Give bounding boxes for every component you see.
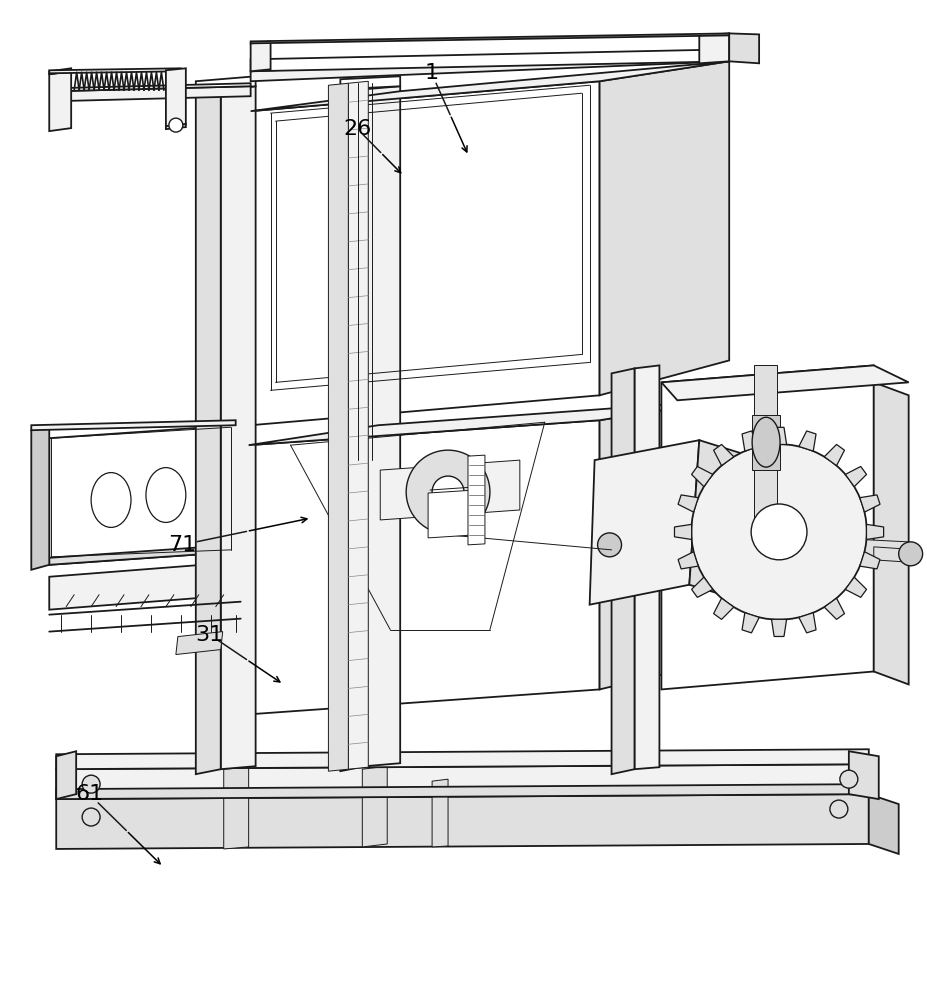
Polygon shape	[223, 767, 248, 849]
Polygon shape	[248, 420, 599, 714]
Polygon shape	[49, 425, 235, 565]
Polygon shape	[49, 71, 71, 131]
Text: 26: 26	[343, 119, 372, 139]
Polygon shape	[57, 784, 868, 799]
Polygon shape	[57, 86, 250, 101]
Polygon shape	[742, 613, 758, 633]
Polygon shape	[689, 440, 746, 600]
Polygon shape	[250, 49, 729, 71]
Polygon shape	[250, 41, 271, 71]
Polygon shape	[770, 619, 786, 636]
Circle shape	[406, 450, 489, 534]
Polygon shape	[49, 68, 71, 74]
Polygon shape	[798, 613, 815, 633]
Circle shape	[897, 542, 921, 566]
Polygon shape	[754, 365, 776, 532]
Polygon shape	[844, 466, 866, 487]
Polygon shape	[57, 764, 868, 824]
Polygon shape	[250, 81, 599, 425]
Polygon shape	[848, 751, 878, 799]
Polygon shape	[57, 749, 868, 769]
Polygon shape	[868, 794, 897, 854]
Polygon shape	[196, 76, 255, 91]
Polygon shape	[432, 779, 448, 847]
Text: 31: 31	[196, 625, 223, 645]
Polygon shape	[713, 444, 733, 466]
Polygon shape	[611, 368, 634, 774]
Polygon shape	[713, 598, 733, 619]
Polygon shape	[49, 68, 181, 73]
Polygon shape	[859, 495, 879, 512]
Polygon shape	[634, 365, 659, 769]
Text: 71: 71	[168, 535, 196, 555]
Polygon shape	[32, 425, 49, 570]
Polygon shape	[611, 527, 908, 560]
Polygon shape	[691, 577, 712, 597]
Text: 1: 1	[424, 63, 438, 83]
Polygon shape	[362, 766, 387, 847]
Circle shape	[597, 533, 621, 557]
Polygon shape	[678, 495, 697, 512]
Polygon shape	[770, 427, 786, 444]
Polygon shape	[427, 490, 475, 538]
Polygon shape	[340, 76, 400, 89]
Polygon shape	[467, 455, 485, 545]
Circle shape	[750, 504, 806, 560]
Polygon shape	[196, 91, 221, 774]
Polygon shape	[661, 365, 908, 400]
Polygon shape	[250, 51, 729, 81]
Polygon shape	[823, 598, 844, 619]
Polygon shape	[678, 552, 697, 569]
Circle shape	[169, 118, 183, 132]
Polygon shape	[873, 382, 908, 684]
Circle shape	[83, 808, 100, 826]
Polygon shape	[699, 33, 729, 63]
Polygon shape	[691, 466, 712, 487]
Polygon shape	[49, 545, 235, 565]
Polygon shape	[166, 68, 185, 126]
Polygon shape	[250, 61, 729, 111]
Polygon shape	[729, 33, 758, 63]
Polygon shape	[57, 751, 76, 799]
Polygon shape	[844, 577, 866, 597]
Text: 61: 61	[75, 784, 103, 804]
Polygon shape	[49, 562, 240, 610]
Polygon shape	[221, 86, 255, 769]
Polygon shape	[823, 444, 844, 466]
Polygon shape	[798, 431, 815, 451]
Circle shape	[691, 444, 866, 620]
Polygon shape	[599, 400, 723, 689]
Polygon shape	[176, 632, 222, 655]
Polygon shape	[589, 440, 699, 605]
Polygon shape	[250, 33, 729, 43]
Polygon shape	[599, 538, 661, 552]
Polygon shape	[32, 420, 235, 430]
Circle shape	[83, 775, 100, 793]
Polygon shape	[166, 124, 185, 129]
Polygon shape	[751, 415, 780, 470]
Circle shape	[432, 476, 464, 508]
Polygon shape	[380, 460, 519, 520]
Polygon shape	[340, 89, 365, 771]
Polygon shape	[599, 61, 729, 395]
Circle shape	[829, 800, 847, 818]
Polygon shape	[348, 81, 368, 769]
Polygon shape	[57, 83, 250, 91]
Polygon shape	[365, 86, 400, 766]
Ellipse shape	[751, 417, 780, 467]
Polygon shape	[866, 524, 883, 539]
Polygon shape	[873, 547, 918, 563]
Circle shape	[839, 770, 857, 788]
Polygon shape	[57, 794, 868, 849]
Polygon shape	[859, 552, 879, 569]
Polygon shape	[248, 400, 723, 445]
Polygon shape	[674, 524, 691, 539]
Polygon shape	[328, 83, 348, 771]
Polygon shape	[742, 431, 758, 451]
Polygon shape	[661, 365, 873, 689]
